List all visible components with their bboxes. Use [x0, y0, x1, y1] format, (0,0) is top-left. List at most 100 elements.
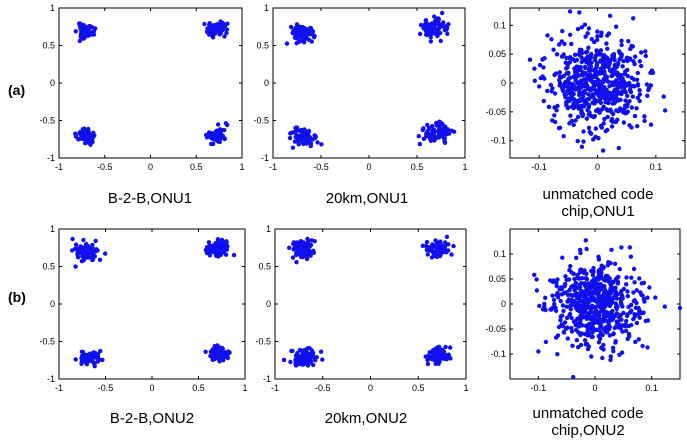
data-point — [434, 120, 439, 126]
data-point — [561, 52, 566, 57]
data-point — [425, 357, 430, 363]
data-point — [594, 99, 599, 104]
data-point — [597, 297, 602, 302]
data-point — [586, 45, 591, 50]
data-point — [603, 55, 608, 61]
data-point — [618, 97, 623, 103]
data-point — [207, 253, 213, 258]
data-point — [225, 21, 230, 26]
y-tick-label: -0.1 — [490, 349, 506, 359]
data-point — [97, 257, 103, 262]
data-point — [89, 25, 95, 30]
data-point — [586, 92, 591, 97]
data-point — [307, 352, 312, 357]
data-point — [90, 139, 95, 145]
data-point — [568, 307, 573, 312]
data-point — [423, 18, 428, 23]
data-point — [552, 113, 557, 118]
data-point — [306, 356, 311, 361]
data-point — [225, 355, 231, 361]
data-point — [635, 95, 640, 101]
data-point — [567, 55, 572, 61]
x-tick-label: -1 — [55, 162, 63, 172]
data-point — [596, 274, 601, 279]
y-tick-label: 0.05 — [488, 49, 506, 59]
data-point — [445, 31, 450, 36]
data-point — [564, 101, 569, 106]
data-point — [208, 353, 213, 359]
data-point — [546, 104, 552, 110]
data-point — [84, 253, 90, 259]
scatter-points — [73, 19, 230, 147]
data-point — [619, 317, 624, 322]
data-point — [300, 24, 305, 30]
data-point — [73, 29, 79, 34]
data-point — [631, 59, 636, 64]
data-point — [291, 247, 296, 252]
data-point — [562, 282, 568, 287]
data-point — [572, 284, 578, 289]
data-point — [632, 312, 637, 317]
data-point — [557, 83, 562, 88]
data-point — [570, 343, 575, 348]
data-point — [218, 131, 223, 137]
data-point — [223, 121, 229, 126]
data-point — [219, 348, 224, 353]
data-point — [284, 41, 290, 46]
data-point — [611, 349, 616, 354]
data-point — [567, 85, 573, 91]
data-point — [306, 128, 312, 134]
data-point — [576, 330, 581, 335]
data-point — [564, 304, 569, 309]
data-point — [214, 249, 220, 254]
data-point — [431, 23, 436, 28]
data-point — [620, 329, 625, 334]
data-point — [311, 362, 316, 368]
data-point — [626, 331, 632, 337]
data-point — [602, 72, 608, 78]
data-point — [578, 78, 584, 84]
data-point — [567, 268, 572, 273]
data-point — [439, 354, 445, 359]
data-point — [575, 300, 580, 306]
data-point — [649, 68, 655, 73]
data-point — [575, 114, 581, 120]
data-point — [312, 35, 317, 40]
data-point — [653, 295, 658, 300]
data-point — [306, 359, 312, 365]
data-point — [644, 82, 650, 87]
data-point — [612, 100, 618, 105]
y-tick-label: 0.5 — [258, 262, 271, 272]
data-point — [610, 111, 616, 117]
data-point — [555, 352, 560, 357]
data-point — [541, 65, 546, 70]
data-point — [569, 315, 574, 321]
data-point — [623, 69, 628, 74]
data-point — [432, 356, 437, 361]
data-point — [537, 303, 542, 309]
data-point — [565, 292, 571, 297]
data-point — [579, 144, 585, 149]
data-point — [432, 249, 437, 255]
data-point — [599, 345, 604, 350]
y-tick-label: -0.05 — [485, 107, 506, 117]
data-point — [224, 27, 230, 32]
data-point — [578, 288, 584, 294]
y-tick-label: 0 — [50, 78, 55, 88]
data-point — [551, 47, 556, 52]
data-point — [299, 136, 304, 141]
data-point — [80, 245, 85, 250]
data-point — [435, 247, 440, 252]
plot-area: -1 -0.5 0 0.5 1 1 0.5 0 -0.5 -1 — [255, 224, 468, 393]
data-point — [287, 135, 293, 141]
data-point — [623, 98, 628, 103]
plot-area: -1 -0.5 0 0.5 1 1 0.5 0 -0.5 -1 — [39, 224, 247, 393]
data-point — [582, 293, 587, 298]
data-point — [213, 241, 218, 246]
data-point — [224, 239, 229, 244]
data-point — [294, 139, 299, 144]
data-point — [318, 349, 324, 354]
data-point — [581, 270, 586, 275]
data-point — [608, 285, 613, 291]
data-point — [569, 41, 574, 47]
